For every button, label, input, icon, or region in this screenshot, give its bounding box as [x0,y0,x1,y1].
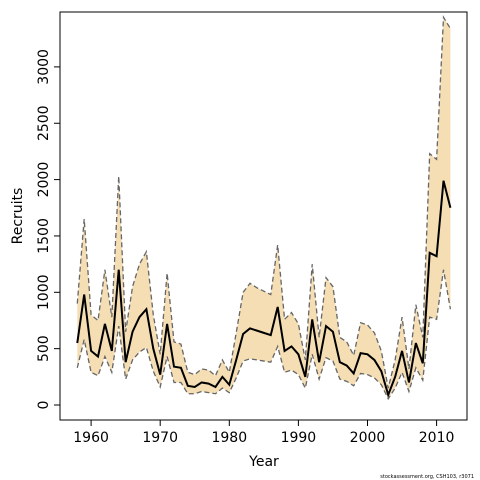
y-axis-label: Recruits [10,188,26,245]
y-tick-label: 3000 [36,49,52,85]
bound-line [76,269,452,401]
x-tick-label: 2000 [350,430,386,446]
plot-frame [59,11,468,421]
x-tick-label: 2010 [419,430,455,446]
y-tick-label: 2500 [36,105,52,141]
bound-line [76,15,451,389]
caption: stockassessment.org, CSH103, r3071 [380,474,474,480]
estimate-line [76,180,452,398]
x-tick-label: 1970 [142,430,178,446]
confidence-band [77,17,451,399]
x-tick-label: 1980 [211,430,247,446]
y-tick-label: 1500 [36,218,52,254]
y-tick-label: 1000 [36,274,52,310]
x-tick-label: 1990 [281,430,317,446]
y-tick-label: 500 [36,335,52,362]
y-tick-label: 2000 [36,162,52,198]
x-tick-label: 1960 [73,430,109,446]
y-tick-label: 0 [36,401,52,410]
x-axis-label: Year [248,454,279,470]
